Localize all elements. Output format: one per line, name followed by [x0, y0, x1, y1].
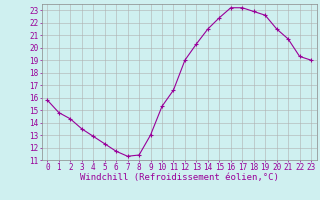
X-axis label: Windchill (Refroidissement éolien,°C): Windchill (Refroidissement éolien,°C)	[80, 173, 279, 182]
